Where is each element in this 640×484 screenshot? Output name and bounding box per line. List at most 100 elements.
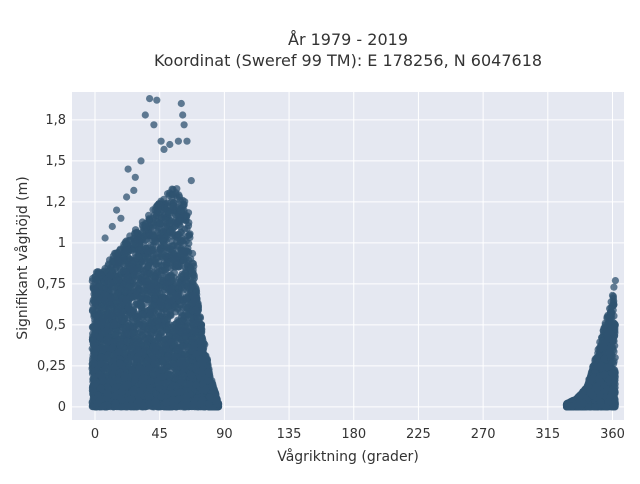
data-point — [134, 268, 141, 275]
data-point — [151, 347, 158, 354]
data-point — [133, 355, 140, 362]
data-point — [186, 381, 193, 388]
data-point — [145, 365, 152, 372]
data-point — [90, 359, 97, 366]
data-point — [134, 301, 141, 308]
data-point — [153, 361, 160, 368]
data-point — [182, 333, 189, 340]
data-point — [125, 357, 132, 364]
data-point — [150, 371, 157, 378]
data-point — [164, 316, 171, 323]
data-point — [196, 315, 203, 322]
data-point — [198, 332, 205, 339]
data-point — [137, 312, 144, 319]
data-point — [115, 277, 122, 284]
data-point — [150, 232, 157, 239]
data-point — [138, 293, 145, 300]
data-point — [166, 210, 173, 217]
data-point — [169, 324, 176, 331]
data-point — [175, 346, 182, 353]
data-point — [150, 121, 157, 128]
data-point — [166, 228, 173, 235]
data-point — [132, 376, 139, 383]
data-point — [115, 249, 122, 256]
data-point — [148, 378, 155, 385]
data-point — [146, 400, 153, 407]
data-point — [118, 317, 125, 324]
data-point — [122, 260, 129, 267]
data-point — [136, 388, 143, 395]
data-point — [114, 257, 121, 264]
data-point — [93, 288, 100, 295]
data-point — [112, 384, 119, 391]
data-point — [163, 399, 170, 406]
data-point — [183, 295, 190, 302]
data-point — [90, 375, 97, 382]
data-point — [135, 246, 142, 253]
data-point — [183, 397, 190, 404]
data-point — [140, 402, 147, 409]
data-point — [198, 370, 205, 377]
data-point — [128, 345, 135, 352]
data-point — [89, 275, 96, 282]
data-point — [162, 380, 169, 387]
data-point — [175, 204, 182, 211]
data-point — [166, 293, 173, 300]
data-point — [128, 367, 135, 374]
data-point — [93, 345, 100, 352]
chart-title-line2: Koordinat (Sweref 99 TM): E 178256, N 60… — [154, 51, 542, 70]
data-point — [187, 265, 194, 272]
data-point — [114, 306, 121, 313]
data-point — [142, 253, 149, 260]
data-point — [129, 240, 136, 247]
data-point — [205, 368, 212, 375]
data-point — [164, 371, 171, 378]
data-point — [123, 338, 130, 345]
data-point — [188, 177, 195, 184]
data-point — [153, 97, 160, 104]
data-point — [192, 306, 199, 313]
data-point — [192, 328, 199, 335]
data-point — [103, 311, 110, 318]
data-point — [160, 237, 167, 244]
data-point — [158, 138, 165, 145]
data-point — [132, 174, 139, 181]
data-point — [113, 207, 120, 214]
data-point — [153, 317, 160, 324]
data-point — [128, 395, 135, 402]
data-point — [136, 364, 143, 371]
data-point — [196, 400, 203, 407]
data-point — [141, 222, 148, 229]
data-point — [107, 279, 114, 286]
data-point — [103, 327, 110, 334]
data-point — [116, 360, 123, 367]
data-point — [99, 344, 106, 351]
data-point — [119, 332, 126, 339]
data-point — [92, 299, 99, 306]
data-point — [139, 349, 146, 356]
data-point — [122, 249, 129, 256]
data-point — [104, 390, 111, 397]
data-point — [138, 235, 145, 242]
data-point — [142, 111, 149, 118]
data-point — [193, 382, 200, 389]
data-point — [189, 335, 196, 342]
data-point — [110, 352, 117, 359]
data-point — [145, 215, 152, 222]
data-point — [176, 359, 183, 366]
data-point — [206, 393, 213, 400]
data-point — [97, 360, 104, 367]
data-point — [108, 345, 115, 352]
data-point — [163, 274, 170, 281]
data-point — [89, 336, 96, 343]
data-point — [173, 293, 180, 300]
data-point — [130, 307, 137, 314]
data-point — [181, 121, 188, 128]
data-point — [148, 329, 155, 336]
data-point — [175, 231, 182, 238]
data-point — [93, 320, 100, 327]
data-point — [154, 380, 161, 387]
data-point — [193, 350, 200, 357]
data-point — [102, 291, 109, 298]
